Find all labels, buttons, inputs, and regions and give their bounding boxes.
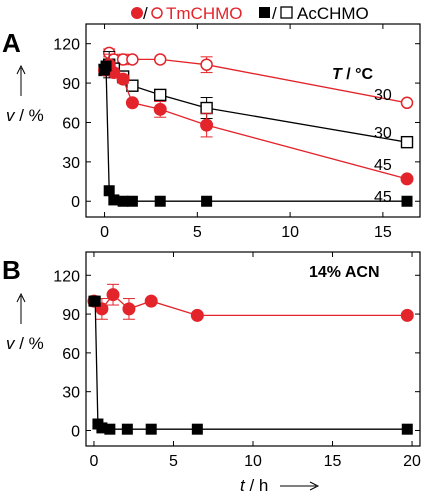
panel-a-series-2-point-7 [400, 172, 414, 186]
panel-b-series-0-point-5 [190, 308, 204, 322]
panel-b-ytick-label-120: 120 [53, 268, 80, 285]
panel-b-series-1-line [94, 300, 408, 430]
panel-b-series-0-line [93, 293, 408, 317]
panel-a-ytick-label-60: 60 [62, 115, 80, 132]
panel-a-ylabel-var: v [6, 106, 16, 125]
panel-b-xtick-label-15: 15 [324, 453, 342, 470]
panel-b-xtick-label-5: 5 [169, 453, 178, 470]
panel-b-series-0-point-6 [400, 308, 414, 322]
panel-b-series-1-point-8 [401, 423, 413, 435]
legend: / TmCHMO / AcCHMO [131, 4, 369, 23]
panel-b-xtick-label-10: 10 [244, 453, 262, 470]
legend-ac-label: AcCHMO [297, 4, 369, 23]
curve-label-ac-30: 30 [374, 125, 392, 142]
legend-tm-label: TmCHMO [166, 4, 242, 23]
panel-a-axes: 0 30 60 90 120 0 5 10 15 [53, 24, 420, 241]
svg-text:v / %: v / % [6, 106, 44, 125]
panel-b-series-1-point-4 [104, 423, 116, 435]
panel-b-xlabel: t / h [240, 476, 320, 495]
panel-a-series-3-point-3 [108, 194, 120, 206]
panel-b-plot-area [87, 283, 414, 435]
panel-a-series-0-point-7 [400, 96, 414, 110]
curve-label-tm-45: 45 [374, 157, 392, 174]
panel-b-xlabel-unit: / h [245, 476, 269, 495]
svg-text:t / h: t / h [240, 476, 268, 495]
legend-ac-separator: / [272, 4, 277, 23]
panel-a-annotation: T / °C [332, 66, 374, 83]
panel-a-series-1-point-5 [154, 88, 167, 102]
panel-a-series-2-point-5 [153, 102, 167, 116]
panel-b-series-0-point-4 [144, 294, 158, 308]
panel-a-series-2-point-3 [116, 72, 130, 86]
panel-a-series-3-point-1 [100, 60, 112, 72]
panel-a-xtick-label-5: 5 [193, 224, 202, 241]
legend-tm-open-marker [151, 7, 163, 19]
legend-ac-open-marker [280, 6, 293, 19]
panel-b-axes: 0 30 60 90 120 0 5 10 15 20 [53, 252, 421, 470]
panel-a-ylabel-unit: / % [15, 106, 44, 125]
panel-a-series-1-point-6 [200, 101, 213, 115]
panel-a-series-3-point-2 [103, 185, 115, 197]
panel-a-series-1-point-7 [400, 135, 414, 149]
legend-tm-separator: / [143, 4, 148, 23]
panel-a-series-2-point-6 [200, 118, 214, 132]
panel-b-xtick-label-0: 0 [89, 453, 98, 470]
panel-a-series-0-point-4 [126, 53, 139, 66]
panel-a-frame [85, 23, 421, 218]
panel-a-series-1-point-4 [126, 79, 139, 92]
panel-a-ylabel: v / % [6, 64, 44, 125]
panel-a-series-3-point-4 [117, 195, 129, 207]
panel-b-letter: B [2, 255, 21, 285]
panel-a: A 0 30 60 90 120 0 5 10 15 T / °C 30 30 45 45 v … [2, 23, 421, 241]
panel-b-series-1-point-6 [145, 423, 157, 435]
panel-a-xtick-label-10: 10 [281, 224, 299, 241]
panel-a-series-0-point-6 [200, 58, 213, 71]
panel-b-xtick-label-20: 20 [403, 453, 421, 470]
panel-b-series-1-point-3 [96, 422, 108, 434]
panel-a-letter: A [2, 28, 21, 58]
panel-a-series-3-line [103, 65, 407, 202]
svg-text:v / %: v / % [6, 334, 44, 353]
panel-b-ylabel-unit: / % [15, 334, 44, 353]
panel-a-ytick-label-90: 90 [62, 76, 80, 93]
panel-b-xlabel-var: t [240, 476, 246, 495]
panel-b-ytick-label-30: 30 [62, 385, 80, 402]
panel-b-frame [85, 251, 421, 447]
panel-b-series-1-point-1 [89, 295, 101, 307]
legend-ac-filled-marker [259, 7, 270, 18]
panel-b-series-1-point-7 [191, 423, 203, 435]
panel-a-series-0-point-5 [153, 53, 167, 66]
curve-label-ac-45: 45 [374, 189, 392, 206]
panel-b: B 0 30 60 90 120 0 5 10 15 20 14% ACN v / % t / h [2, 251, 421, 495]
panel-b-ylabel-var: v [6, 334, 16, 353]
legend-tm-filled-marker [131, 7, 143, 19]
panel-a-series-3-point-5 [126, 195, 138, 207]
panel-a-series-2-point-4 [125, 96, 139, 110]
curve-label-tm-30: 30 [374, 87, 392, 104]
panel-b-ytick-label-60: 60 [62, 346, 80, 363]
panel-a-series-3-point-7 [201, 195, 213, 207]
panel-a-plot-area [98, 46, 414, 207]
panel-a-series-3-point-6 [154, 195, 166, 207]
panel-b-ylabel: v / % [6, 292, 44, 353]
panel-a-annotation-var: T [332, 66, 343, 83]
panel-a-ytick-label-120: 120 [53, 37, 80, 54]
panel-a-xtick-label-0: 0 [100, 224, 109, 241]
panel-b-series-0-point-3 [122, 302, 136, 316]
panel-a-ytick-label-30: 30 [62, 155, 80, 172]
panel-a-ytick-label-0: 0 [71, 194, 80, 211]
panel-b-ytick-label-0: 0 [71, 423, 80, 440]
panel-a-annotation-unit: / °C [342, 66, 374, 83]
panel-b-annotation: 14% ACN [309, 264, 380, 281]
panel-a-xtick-label-15: 15 [374, 224, 392, 241]
panel-b-ytick-label-90: 90 [62, 307, 80, 324]
panel-a-series-3-point-8 [401, 195, 413, 207]
panel-b-series-0-point-2 [106, 288, 120, 302]
panel-b-series-1-point-5 [121, 423, 133, 435]
